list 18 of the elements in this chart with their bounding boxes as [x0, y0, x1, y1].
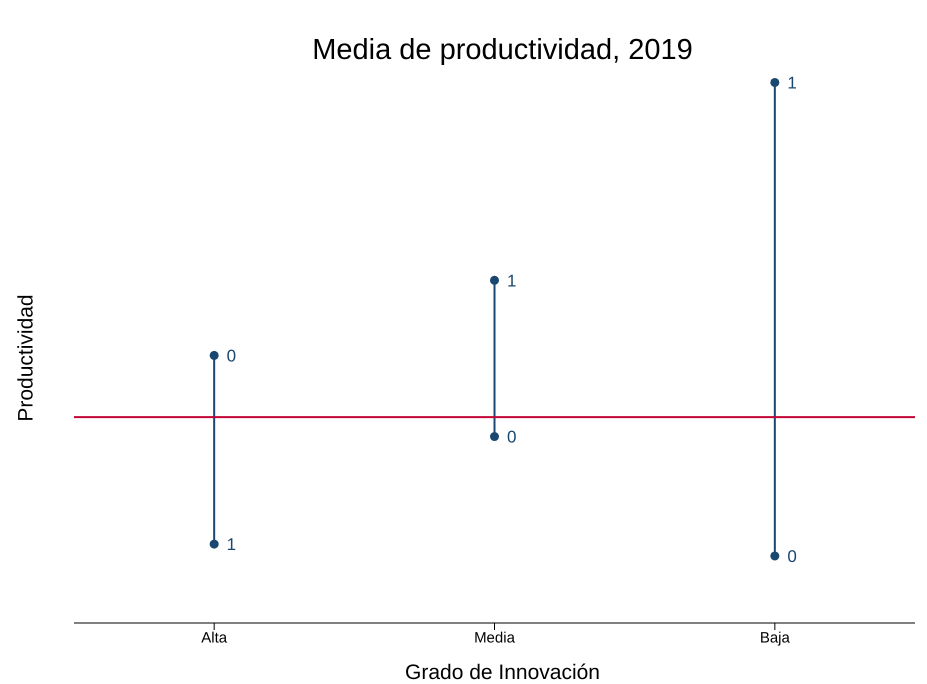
- point: [490, 432, 500, 442]
- point: [770, 78, 780, 87]
- x-tick-label: Alta: [201, 630, 228, 647]
- point: [770, 551, 780, 560]
- text: 1: [507, 271, 516, 290]
- chart-title: Media de productividad, 2019: [311, 34, 694, 67]
- text: 0: [507, 428, 516, 447]
- text: 1: [787, 74, 797, 93]
- point: [210, 540, 219, 549]
- point: [490, 276, 500, 285]
- y-axis-title: Productividad: [15, 294, 39, 422]
- series-label: 0: [787, 547, 797, 566]
- point: [210, 350, 219, 360]
- x-axis-title: Grado de Innovación: [404, 661, 601, 684]
- x-tick-label: Media: [474, 630, 516, 647]
- series-label: 1: [226, 535, 236, 554]
- x-tick-label: Baja: [760, 630, 790, 647]
- text: 0: [226, 346, 236, 366]
